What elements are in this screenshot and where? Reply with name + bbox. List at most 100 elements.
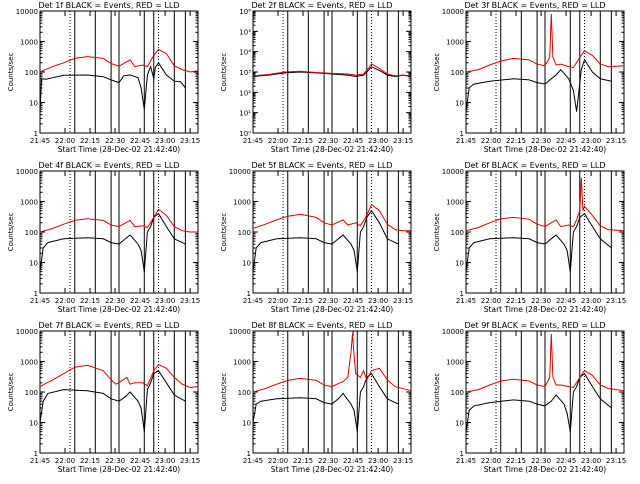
x-tick-label: 23:15 [180, 297, 200, 305]
y-axis-label: Counts/sec [433, 213, 441, 252]
panel-9: Det 9f BLACK = Events, RED = LLD 1 10 100 10… [433, 321, 626, 474]
x-tick-label: 23:15 [180, 137, 200, 145]
events-series-line [465, 58, 612, 112]
events-series-line [252, 66, 412, 78]
x-axis-label: Start Time (28-Dec-02 21:42:40) [271, 465, 393, 474]
x-tick-label: 21:45 [243, 297, 263, 305]
events-series-line [252, 372, 399, 432]
x-tick-label: 23:00 [581, 297, 601, 305]
events-series-line [39, 61, 186, 112]
x-tick-label: 21:45 [243, 137, 263, 145]
y-tick-label: 10 [455, 260, 464, 268]
y-tick-label: 1 [34, 130, 38, 138]
x-axis-label: Start Time (28-Dec-02 21:42:40) [58, 145, 180, 154]
y-tick-label: 10000 [16, 328, 38, 336]
y-tick-label: 1 [247, 290, 251, 298]
lld-series-line [39, 48, 199, 73]
y-tick-label: 1000 [446, 199, 464, 207]
y-tick-label: 100 [25, 69, 38, 77]
x-tick-label: 22:15 [293, 457, 313, 465]
y-tick-label: 10⁶ [239, 8, 251, 16]
x-tick-label: 22:30 [531, 137, 551, 145]
y-tick-label: 100 [451, 229, 464, 237]
x-tick-label: 22:15 [506, 297, 526, 305]
x-axis-label: Start Time (28-Dec-02 21:42:40) [58, 465, 180, 474]
x-tick-label: 21:45 [456, 137, 476, 145]
x-tick-label: 22:30 [105, 457, 125, 465]
y-tick-label: 10⁵ [239, 28, 251, 36]
y-tick-label: 1 [460, 450, 464, 458]
x-tick-label: 22:45 [343, 297, 363, 305]
y-tick-label: 1 [460, 290, 464, 298]
lld-series-line [39, 208, 198, 233]
y-tick-label: 1 [460, 130, 464, 138]
panel-3: Det 3f BLACK = Events, RED = LLD 1 10 100 10… [433, 1, 626, 154]
x-tick-label: 23:00 [581, 457, 601, 465]
x-axis-label: Start Time (28-Dec-02 21:42:40) [58, 305, 180, 314]
x-tick-label: 22:45 [130, 137, 150, 145]
x-tick-label: 22:30 [318, 137, 338, 145]
y-axis-label: Counts/sec [220, 373, 228, 412]
x-tick-label: 21:45 [30, 297, 50, 305]
panel-7: Det 7f BLACK = Events, RED = LLD 1 10 100 10… [7, 321, 200, 474]
y-axis-label: Counts/sec [433, 373, 441, 412]
x-tick-label: 22:30 [318, 297, 338, 305]
panel-title: Det 7f BLACK = Events, RED = LLD [38, 321, 179, 330]
y-tick-label: 1 [34, 450, 38, 458]
x-tick-label: 21:45 [30, 457, 50, 465]
panel-title: Det 8f BLACK = Events, RED = LLD [251, 321, 392, 330]
x-tick-label: 22:45 [130, 297, 150, 305]
x-tick-label: 22:00 [268, 457, 288, 465]
x-tick-label: 22:30 [105, 137, 125, 145]
y-axis-label: Counts/sec [433, 53, 441, 92]
y-tick-label: 1000 [446, 39, 464, 47]
panel-title: Det 2f BLACK = Events, RED = LLD [251, 1, 392, 10]
x-tick-label: 22:45 [343, 457, 363, 465]
y-tick-label: 10² [239, 89, 251, 97]
events-series-line [252, 209, 399, 272]
x-tick-label: 23:15 [606, 297, 626, 305]
y-tick-label: 10⁴ [239, 49, 251, 57]
y-tick-label: 1000 [233, 199, 251, 207]
x-tick-label: 23:00 [155, 457, 175, 465]
y-tick-label: 1 [34, 290, 38, 298]
x-tick-label: 23:00 [368, 297, 388, 305]
events-series-line [465, 212, 612, 272]
y-axis-label: Counts/sec [7, 373, 15, 412]
x-tick-label: 22:30 [531, 457, 551, 465]
y-tick-label: 10000 [16, 168, 38, 176]
y-tick-label: 100 [25, 229, 38, 237]
x-tick-label: 22:15 [506, 137, 526, 145]
x-tick-label: 21:45 [243, 457, 263, 465]
panel-title: Det 9f BLACK = Events, RED = LLD [464, 321, 605, 330]
y-tick-label: 100 [451, 389, 464, 397]
x-tick-label: 22:15 [80, 457, 100, 465]
y-tick-label: 10000 [442, 328, 464, 336]
y-tick-label: 10 [29, 260, 38, 268]
x-tick-label: 23:00 [155, 137, 175, 145]
x-tick-label: 22:00 [55, 457, 75, 465]
panel-5: Det 5f BLACK = Events, RED = LLD 1 10 100 10… [220, 161, 413, 314]
y-tick-label: 1000 [20, 199, 38, 207]
x-tick-label: 22:15 [293, 137, 313, 145]
y-tick-label: 100 [238, 389, 251, 397]
y-tick-label: 1 [247, 450, 251, 458]
y-tick-label: 1000 [20, 39, 38, 47]
x-tick-label: 23:15 [393, 137, 413, 145]
lld-series-line [252, 203, 411, 232]
panel-title: Det 4f BLACK = Events, RED = LLD [38, 161, 179, 170]
y-tick-label: 10³ [239, 69, 251, 77]
panel-8: Det 8f BLACK = Events, RED = LLD 1 10 100 10… [220, 321, 413, 474]
y-tick-label: 10⁰ [239, 130, 251, 138]
x-axis-label: Start Time (28-Dec-02 21:42:40) [271, 145, 393, 154]
x-tick-label: 22:30 [105, 297, 125, 305]
events-series-line [465, 372, 612, 432]
x-tick-label: 22:00 [481, 297, 501, 305]
x-tick-label: 23:00 [155, 297, 175, 305]
y-tick-label: 1000 [233, 359, 251, 367]
x-tick-label: 22:15 [80, 137, 100, 145]
y-axis-label: Counts/sec [7, 213, 15, 252]
x-tick-label: 22:30 [531, 297, 551, 305]
y-tick-label: 10 [242, 260, 251, 268]
